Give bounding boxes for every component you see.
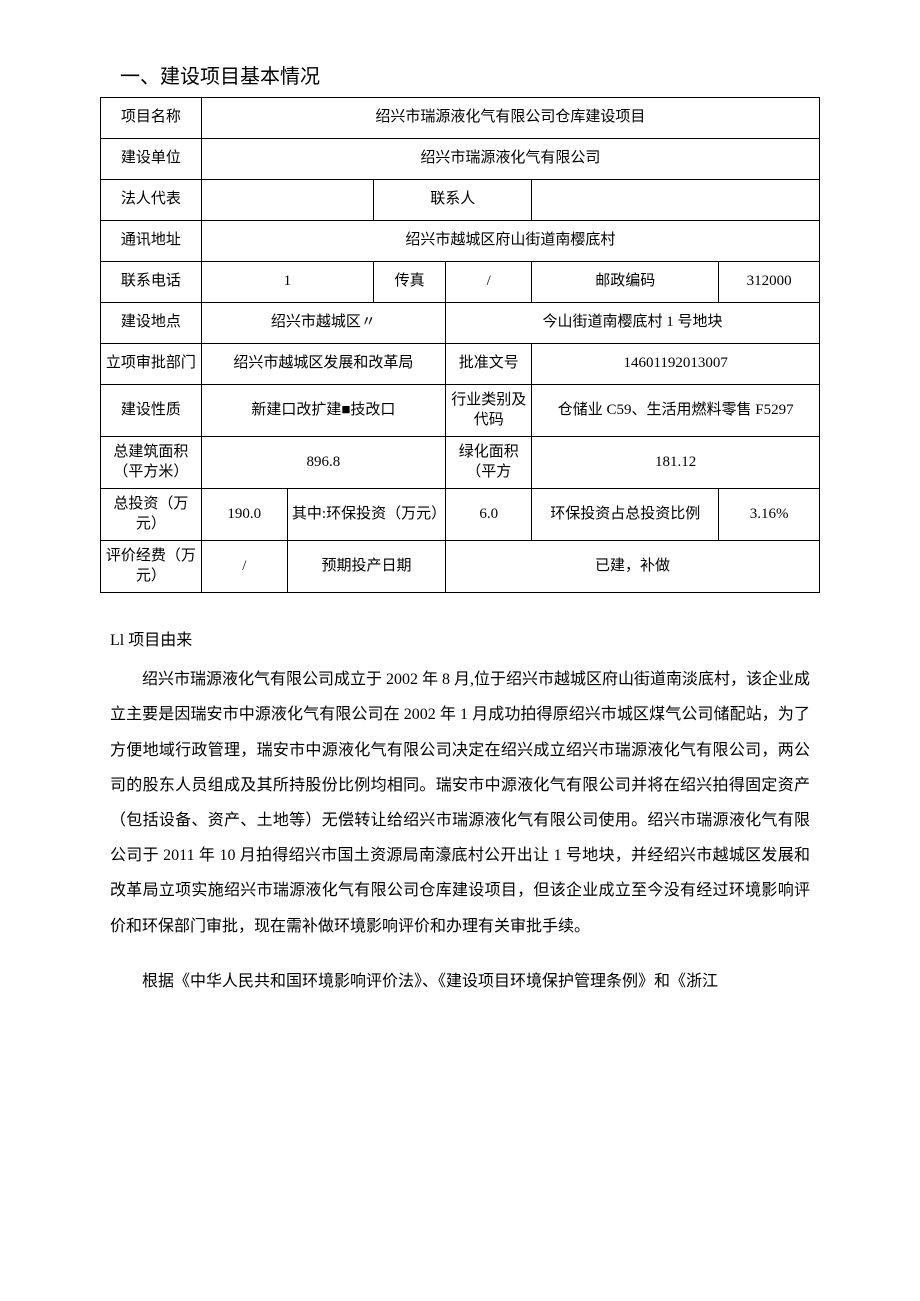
- value-contact: [532, 180, 820, 221]
- label-project-name: 项目名称: [101, 98, 202, 139]
- label-fax: 传真: [374, 262, 446, 303]
- label-env-ratio: 环保投资占总投资比例: [532, 489, 719, 541]
- table-row: 法人代表 联系人: [101, 180, 820, 221]
- value-invest: 190.0: [201, 489, 287, 541]
- value-postcode: 312000: [719, 262, 820, 303]
- label-legal-rep: 法人代表: [101, 180, 202, 221]
- table-row: 立项审批部门 绍兴市越城区发展和改革局 批准文号 14601192013007: [101, 344, 820, 385]
- paragraph-2: 根据《中华人民共和国环境影响评价法》、《建设项目环境保护管理条例》和《浙江: [110, 964, 810, 999]
- label-area: 总建筑面积（平方米）: [101, 437, 202, 489]
- project-info-table: 项目名称 绍兴市瑞源液化气有限公司仓库建设项目 建设单位 绍兴市瑞源液化气有限公…: [100, 97, 820, 593]
- label-invest: 总投资（万元）: [101, 489, 202, 541]
- value-eval-fee: /: [201, 541, 287, 593]
- value-location-b: 今山街道南樱底村 1 号地块: [446, 303, 820, 344]
- label-location: 建设地点: [101, 303, 202, 344]
- value-env-invest: 6.0: [446, 489, 532, 541]
- table-row: 总建筑面积（平方米） 896.8 绿化面积（平方 181.12: [101, 437, 820, 489]
- table-row: 建设单位 绍兴市瑞源液化气有限公司: [101, 139, 820, 180]
- value-legal-rep: [201, 180, 374, 221]
- label-approval-dept: 立项审批部门: [101, 344, 202, 385]
- label-builder: 建设单位: [101, 139, 202, 180]
- value-project-name: 绍兴市瑞源液化气有限公司仓库建设项目: [201, 98, 819, 139]
- label-eval-fee: 评价经费（万元）: [101, 541, 202, 593]
- body-text: Ll 项目由来 绍兴市瑞源液化气有限公司成立于 2002 年 8 月,位于绍兴市…: [100, 623, 820, 999]
- table-row: 总投资（万元） 190.0 其中:环保投资（万元） 6.0 环保投资占总投资比例…: [101, 489, 820, 541]
- value-phone: 1: [201, 262, 374, 303]
- label-address: 通讯地址: [101, 221, 202, 262]
- label-nature: 建设性质: [101, 385, 202, 437]
- label-env-invest: 其中:环保投资（万元）: [287, 489, 445, 541]
- value-prod-date: 已建，补做: [446, 541, 820, 593]
- label-green: 绿化面积（平方: [446, 437, 532, 489]
- paragraph-1: 绍兴市瑞源液化气有限公司成立于 2002 年 8 月,位于绍兴市越城区府山街道南…: [110, 662, 810, 944]
- table-row: 建设地点 绍兴市越城区〃 今山街道南樱底村 1 号地块: [101, 303, 820, 344]
- value-builder: 绍兴市瑞源液化气有限公司: [201, 139, 819, 180]
- table-row: 通讯地址 绍兴市越城区府山街道南樱底村: [101, 221, 820, 262]
- subhead: Ll 项目由来: [110, 623, 810, 658]
- value-fax: /: [446, 262, 532, 303]
- label-prod-date: 预期投产日期: [287, 541, 445, 593]
- table-row: 项目名称 绍兴市瑞源液化气有限公司仓库建设项目: [101, 98, 820, 139]
- section-title: 一、建设项目基本情况: [100, 60, 820, 89]
- value-industry: 仓储业 C59、生活用燃料零售 F5297: [532, 385, 820, 437]
- table-row: 建设性质 新建口改扩建■技改口 行业类别及代码 仓储业 C59、生活用燃料零售 …: [101, 385, 820, 437]
- value-approval-dept: 绍兴市越城区发展和改革局: [201, 344, 445, 385]
- table-row: 评价经费（万元） / 预期投产日期 已建，补做: [101, 541, 820, 593]
- value-approval-no: 14601192013007: [532, 344, 820, 385]
- value-area: 896.8: [201, 437, 445, 489]
- value-location-a: 绍兴市越城区〃: [201, 303, 445, 344]
- label-contact: 联系人: [374, 180, 532, 221]
- value-address: 绍兴市越城区府山街道南樱底村: [201, 221, 819, 262]
- label-postcode: 邮政编码: [532, 262, 719, 303]
- label-approval-no: 批准文号: [446, 344, 532, 385]
- label-industry: 行业类别及代码: [446, 385, 532, 437]
- value-env-ratio: 3.16%: [719, 489, 820, 541]
- table-row: 联系电话 1 传真 / 邮政编码 312000: [101, 262, 820, 303]
- label-phone: 联系电话: [101, 262, 202, 303]
- value-nature: 新建口改扩建■技改口: [201, 385, 445, 437]
- value-green: 181.12: [532, 437, 820, 489]
